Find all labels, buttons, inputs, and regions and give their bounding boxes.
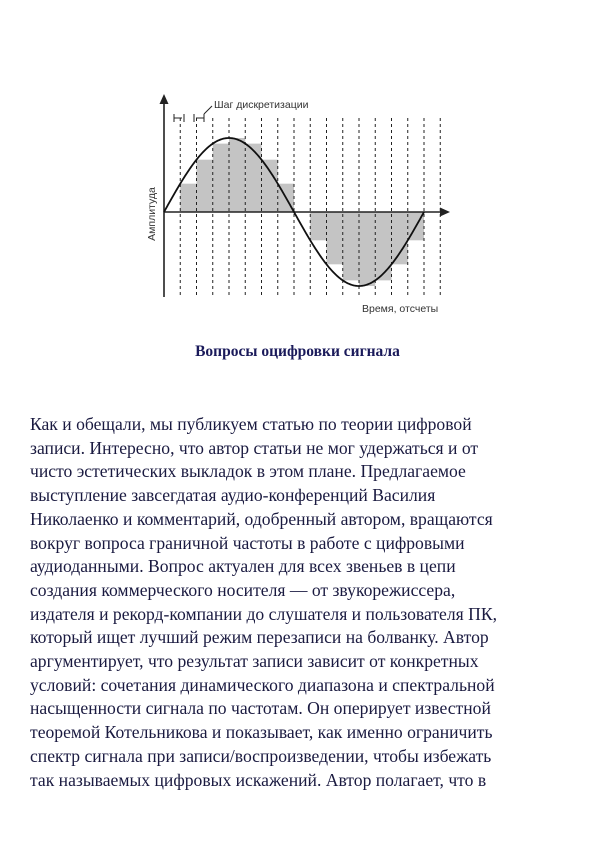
sample-step xyxy=(229,138,246,212)
body-line: записи. Интересно, что автор статьи не м… xyxy=(30,437,479,458)
step-markers xyxy=(173,105,213,122)
sample-step xyxy=(326,212,343,265)
body-line: спектр сигнала при записи/воспроизведени… xyxy=(30,745,492,766)
x-axis-arrow-icon xyxy=(440,207,450,217)
body-line: насыщенности сигнала по частотам. Он опе… xyxy=(30,698,491,719)
body-line: который ищет лучший режим перезаписи на … xyxy=(30,627,489,648)
article-heading: Вопросы оцифровки сигнала xyxy=(195,343,400,360)
sine-wave xyxy=(163,137,425,287)
body-line: так называемых цифровых искажений. Автор… xyxy=(30,769,487,790)
time-label: Время, отсчеты xyxy=(362,303,438,315)
amplitude-label: Амплитуда xyxy=(146,187,158,241)
sample-step xyxy=(359,212,376,286)
step-label: Шаг дискретизации xyxy=(214,99,309,111)
sampling-diagram: Шаг дискретизации Амплитуда Время, отсче… xyxy=(140,92,470,322)
body-line: выступление завсегдатая аудио-конференци… xyxy=(30,485,436,506)
sample-step xyxy=(342,212,359,281)
body-line: вокруг вопроса граничной частоты в работ… xyxy=(30,532,465,553)
sample-step xyxy=(212,143,229,212)
body-line: чисто эстетических выкладок в этом плане… xyxy=(30,461,466,482)
body-line: аргументирует, что результат записи зави… xyxy=(30,651,479,672)
sample-step xyxy=(375,212,392,281)
sample-step xyxy=(261,159,278,212)
y-axis-arrow-icon xyxy=(159,94,169,104)
body-line: создания коммерческого носителя — от зву… xyxy=(30,579,456,600)
sample-step xyxy=(180,183,197,212)
article-body: Как и обещали, мы публикуем статью по те… xyxy=(30,413,560,792)
body-line: теоремой Котельникова и показывает, как … xyxy=(30,722,493,743)
body-line: издателя и рекорд-компании до слушателя … xyxy=(30,603,497,624)
body-line: Николаенко и комментарий, одобренный авт… xyxy=(30,508,493,529)
sample-step xyxy=(196,159,213,212)
sampling-diagram-svg: Шаг дискретизации Амплитуда Время, отсче… xyxy=(146,94,450,315)
body-line: аудиоданными. Вопрос актуален для всех з… xyxy=(30,556,456,577)
body-line: Как и обещали, мы публикуем статью по те… xyxy=(30,414,472,434)
sample-step xyxy=(245,143,262,212)
body-line: условий: сочетания динамического диапазо… xyxy=(30,674,495,695)
sample-step xyxy=(391,212,408,265)
sample-step xyxy=(310,212,327,241)
